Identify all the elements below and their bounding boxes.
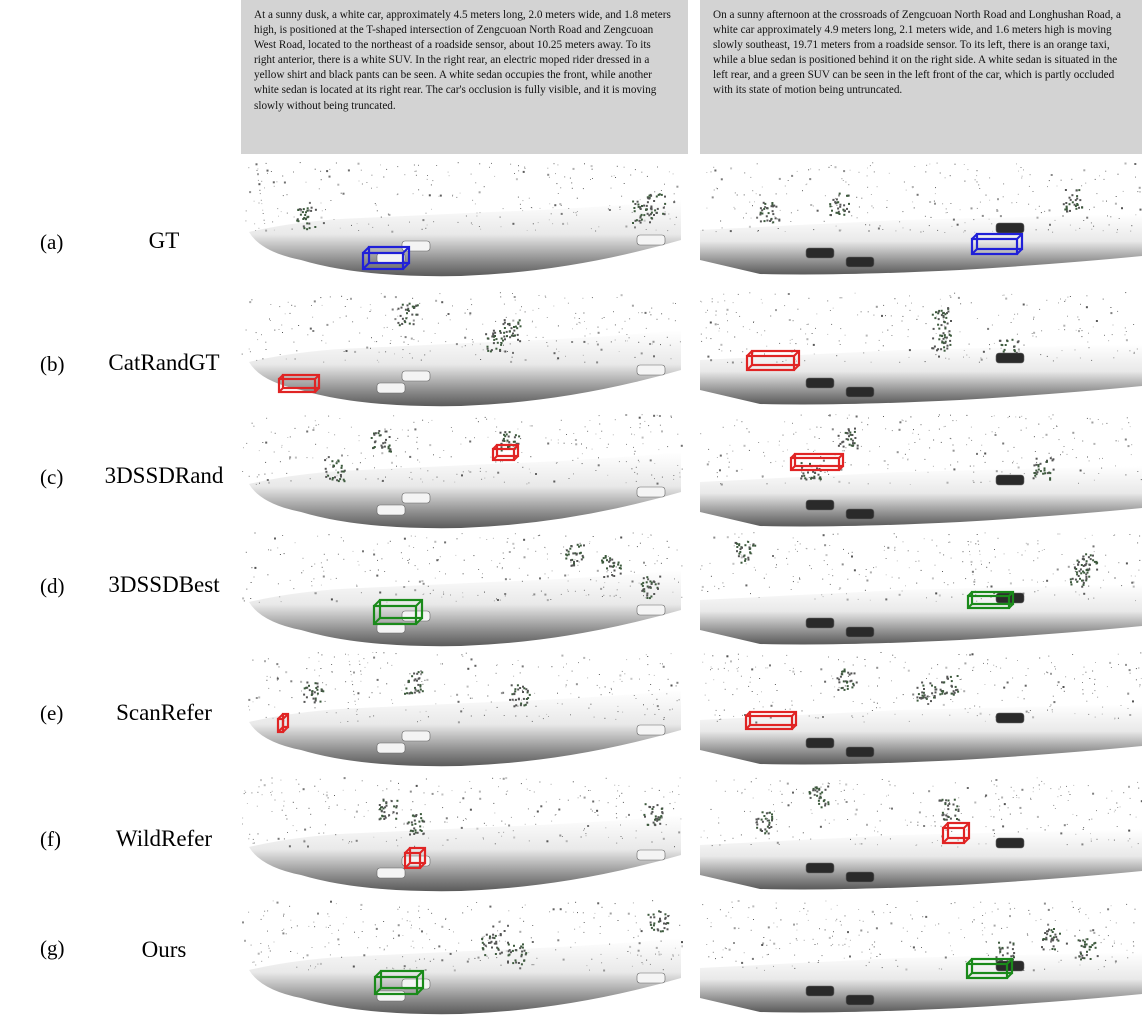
row-letter-g: (g) xyxy=(40,936,65,961)
point-cloud-panel xyxy=(241,412,683,530)
point-cloud-panel xyxy=(700,290,1142,408)
vehicle-points xyxy=(846,509,874,519)
scene-description-right: On a sunny afternoon at the crossroads o… xyxy=(700,0,1142,154)
road-surface xyxy=(700,214,1142,275)
point-cloud-render xyxy=(241,530,683,648)
vehicle-points xyxy=(996,713,1024,723)
point-cloud-render xyxy=(241,412,683,530)
row-method-wildrefer: WildRefer xyxy=(75,826,253,852)
row-letter-e: (e) xyxy=(40,701,63,726)
road-surface xyxy=(700,584,1142,645)
road-surface xyxy=(249,570,681,646)
vehicle-points xyxy=(377,383,405,393)
vehicle-points xyxy=(846,872,874,882)
road-surface xyxy=(700,952,1142,1013)
vehicle-points xyxy=(806,248,834,258)
point-cloud-panel xyxy=(700,898,1142,1016)
point-cloud-panel xyxy=(241,898,683,1016)
vehicle-points xyxy=(637,235,665,245)
vehicle-points xyxy=(637,973,665,983)
vehicle-points xyxy=(806,986,834,996)
row-letter-d: (d) xyxy=(40,574,65,599)
row-method-3dssdrand: 3DSSDRand xyxy=(75,463,253,489)
row-letter-a: (a) xyxy=(40,230,63,255)
row-method-scanrefer: ScanRefer xyxy=(75,700,253,726)
vehicle-points xyxy=(996,838,1024,848)
row-letter-c: (c) xyxy=(40,465,63,490)
bounding-box xyxy=(493,445,518,460)
road-surface xyxy=(249,200,681,276)
point-cloud-panel xyxy=(700,775,1142,893)
vehicle-points xyxy=(637,605,665,615)
vehicle-points xyxy=(377,505,405,515)
road-surface xyxy=(249,815,681,891)
vehicle-points xyxy=(806,863,834,873)
vehicle-points xyxy=(377,868,405,878)
point-cloud-panel xyxy=(700,412,1142,530)
point-cloud-render xyxy=(700,775,1142,893)
point-cloud-render xyxy=(241,160,683,278)
vehicle-points xyxy=(637,365,665,375)
point-cloud-render xyxy=(241,898,683,1016)
vehicle-points xyxy=(846,747,874,757)
point-cloud-render xyxy=(700,530,1142,648)
point-cloud-render xyxy=(700,160,1142,278)
row-letter-f: (f) xyxy=(40,827,61,852)
road-surface xyxy=(700,466,1142,527)
road-surface xyxy=(700,344,1142,405)
point-cloud-panel xyxy=(700,650,1142,768)
point-cloud-render xyxy=(241,775,683,893)
row-method-3dssdbest: 3DSSDBest xyxy=(75,572,253,598)
point-cloud-render xyxy=(241,290,683,408)
point-cloud-render xyxy=(700,898,1142,1016)
vehicle-points xyxy=(637,487,665,497)
vehicle-points xyxy=(846,387,874,397)
vehicle-points xyxy=(846,257,874,267)
vehicle-points xyxy=(637,725,665,735)
point-cloud-render xyxy=(700,412,1142,530)
vehicle-points xyxy=(637,850,665,860)
vehicle-points xyxy=(806,378,834,388)
vehicle-points xyxy=(377,253,405,263)
vehicle-points xyxy=(996,475,1024,485)
road-surface xyxy=(249,938,681,1014)
row-letter-b: (b) xyxy=(40,352,65,377)
point-cloud-panel xyxy=(700,530,1142,648)
point-cloud-render xyxy=(241,650,683,768)
vehicle-points xyxy=(806,618,834,628)
scene-description-left: At a sunny dusk, a white car, approximat… xyxy=(241,0,688,154)
vehicle-points xyxy=(996,353,1024,363)
point-cloud-render xyxy=(700,650,1142,768)
vehicle-points xyxy=(846,627,874,637)
road-surface xyxy=(249,330,681,406)
road-surface xyxy=(249,452,681,528)
point-cloud-panel xyxy=(241,160,683,278)
point-cloud-panel xyxy=(241,775,683,893)
vehicle-points xyxy=(402,493,430,503)
point-cloud-render xyxy=(700,290,1142,408)
vehicle-points xyxy=(846,995,874,1005)
vehicle-points xyxy=(402,371,430,381)
point-cloud-panel xyxy=(241,290,683,408)
vehicle-points xyxy=(996,223,1024,233)
point-cloud-panel xyxy=(241,530,683,648)
vehicle-points xyxy=(402,731,430,741)
vehicle-points xyxy=(806,738,834,748)
vehicle-points xyxy=(377,743,405,753)
vehicle-points xyxy=(996,961,1024,971)
vehicle-points xyxy=(806,500,834,510)
point-cloud-panel xyxy=(241,650,683,768)
row-method-catrandgt: CatRandGT xyxy=(75,350,253,376)
row-method-ours: Ours xyxy=(75,937,253,963)
row-method-gt: GT xyxy=(75,228,253,254)
vehicle-points xyxy=(377,991,405,1001)
road-surface xyxy=(700,829,1142,890)
point-cloud-panel xyxy=(700,160,1142,278)
